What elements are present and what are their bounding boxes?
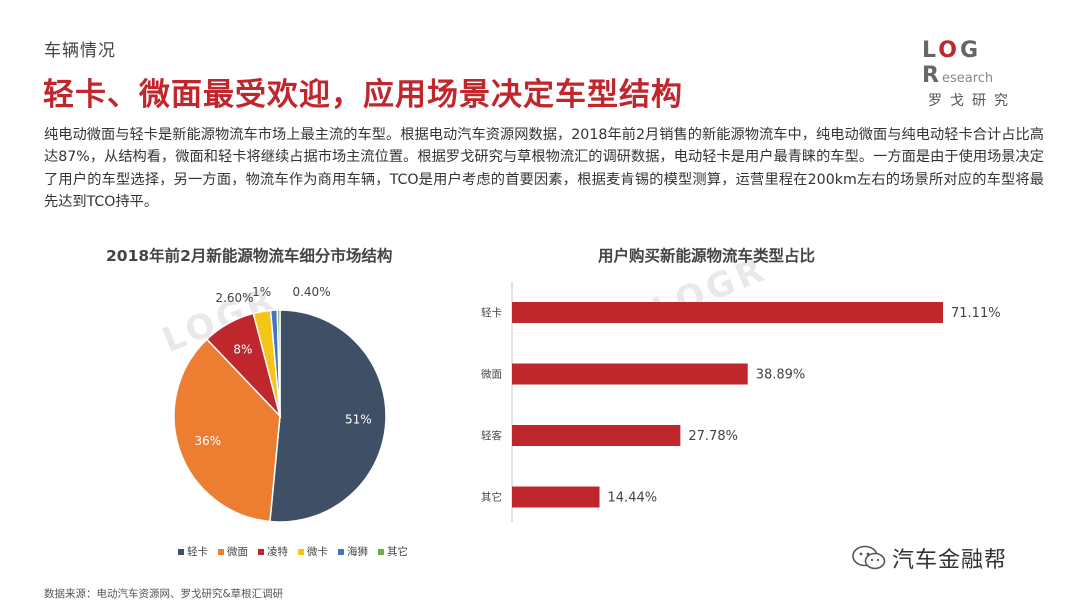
bar-chart-title: 用户购买新能源物流车类型占比 (598, 247, 816, 265)
logr-logo: LOG Research 罗戈研究 (922, 38, 1052, 109)
section-label: 车辆情况 (44, 41, 116, 61)
pie-slice-1 (173, 338, 281, 523)
legend-label: 其它 (387, 546, 408, 558)
legend-label: 海狮 (347, 546, 368, 558)
pie-data-label-0: 51% (345, 413, 372, 427)
legend-label: 轻卡 (187, 546, 208, 558)
pie-chart: 51% 36% 8% 2.60%1% 0.40% (173, 285, 387, 523)
pie-data-label-3: 2.60% (215, 291, 253, 305)
pie-data-label-1: 36% (195, 434, 222, 448)
wechat-account: 汽车金融帮 (852, 542, 1007, 574)
bar-category-label: 其它 (481, 491, 502, 504)
legend-label: 微面 (227, 546, 248, 558)
wechat-account-name: 汽车金融帮 (892, 548, 1008, 573)
bar-value-label: 71.11% (951, 306, 1001, 321)
bar-category-label: 轻客 (481, 429, 502, 442)
logo-mark: LOG Research (922, 38, 994, 88)
pie-data-label-2: 8% (233, 342, 252, 356)
data-source-note: 数据来源：电动汽车资源网、罗戈研究&草根汇调研 (44, 588, 284, 600)
pie-slice-5 (276, 309, 281, 417)
wechat-icon (852, 545, 886, 570)
bar-value-label: 27.78% (688, 429, 738, 444)
legend-label: 微卡 (307, 546, 328, 558)
bar-2 (512, 425, 681, 446)
bar-category-label: 轻卡 (481, 306, 502, 319)
legend-item-3: 微卡 (298, 544, 328, 559)
pie-data-label-4: 1% (252, 285, 271, 299)
legend-swatch (338, 548, 344, 555)
legend-swatch (378, 548, 384, 555)
bar-0 (512, 302, 943, 323)
legend-swatch (218, 548, 224, 555)
bar-category-label: 微面 (481, 368, 502, 381)
legend-swatch (258, 548, 264, 555)
legend-item-1: 微面 (218, 544, 248, 559)
page-headline: 轻卡、微面最受欢迎，应用场景决定车型结构 (43, 77, 683, 113)
legend-item-0: 轻卡 (178, 544, 208, 559)
pie-chart-title: 2018年前2月新能源物流车细分市场结构 (106, 247, 393, 265)
legend-item-2: 凌特 (258, 544, 288, 559)
bar-value-label: 38.89% (756, 368, 806, 383)
legend-label: 凌特 (267, 546, 288, 558)
legend-swatch (298, 548, 304, 555)
bar-3 (512, 486, 600, 508)
logo-subtitle: 罗戈研究 (928, 93, 1016, 109)
bar-value-label: 14.44% (608, 491, 658, 506)
legend-swatch (178, 548, 184, 555)
pie-slice-0 (269, 309, 387, 523)
bar-1 (512, 363, 748, 385)
legend-item-5: 其它 (378, 544, 408, 559)
pie-data-label-5: 0.40% (292, 285, 330, 299)
pie-legend: 轻卡 微面 凌特 微卡 海狮 其它 (178, 544, 408, 559)
legend-item-4: 海狮 (338, 544, 368, 559)
body-paragraph: 纯电动微面与轻卡是新能源物流车市场上最主流的车型。根据电动汽车资源网数据，201… (44, 127, 1044, 210)
bar-chart: 轻卡 71.11% 微面 38.89% 轻客 27.78% 其它 14.44% (481, 282, 1001, 522)
